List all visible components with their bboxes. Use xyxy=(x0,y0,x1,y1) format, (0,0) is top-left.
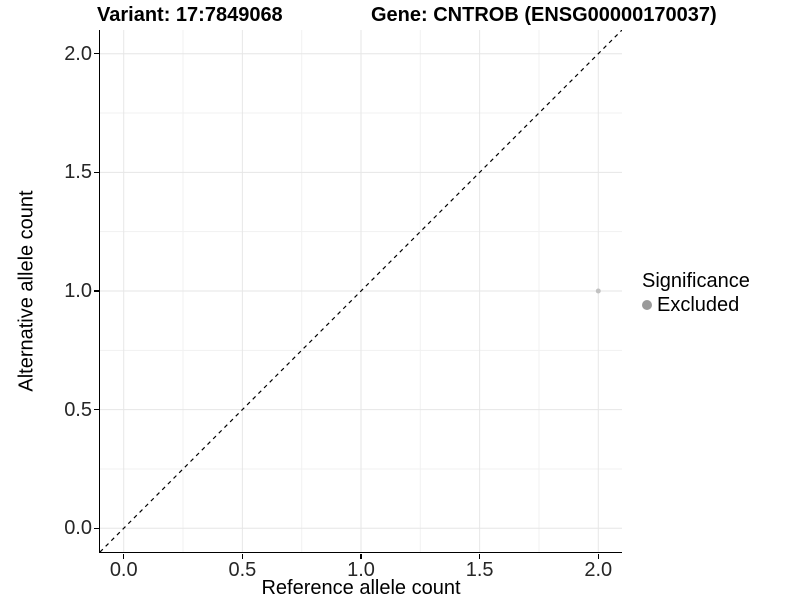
y-tick-mark xyxy=(93,52,99,55)
legend-title: Significance xyxy=(642,270,750,292)
x-tick-label: 0.0 xyxy=(109,559,138,581)
x-tick-label: 1.0 xyxy=(347,559,375,581)
x-tick-mark xyxy=(597,553,600,559)
y-tick-mark xyxy=(93,171,99,174)
data-point xyxy=(595,288,601,294)
y-tick-label: 0.0 xyxy=(64,517,92,540)
plot-title-variant: Variant: 17:7849068 xyxy=(97,4,283,26)
y-tick-label: 0.5 xyxy=(64,398,92,421)
x-tick-mark xyxy=(122,553,125,559)
x-tick-mark xyxy=(478,553,481,559)
legend: Significance Excluded xyxy=(642,269,800,316)
x-tick-label: 1.5 xyxy=(465,559,494,581)
y-tick-mark xyxy=(93,408,99,411)
x-axis-title: Reference allele count xyxy=(261,577,461,599)
x-tick-label: 2.0 xyxy=(584,559,613,581)
x-tick-mark xyxy=(241,553,244,559)
identity-reference-line xyxy=(99,30,622,552)
x-tick-mark xyxy=(360,553,362,559)
y-tick-label: 2.0 xyxy=(64,42,92,65)
legend-key-dot-icon xyxy=(642,300,652,310)
plot-area xyxy=(99,30,622,552)
x-tick-label: 0.5 xyxy=(228,559,257,581)
plot-panel xyxy=(98,30,622,553)
plot-title-gene: Gene: CNTROB (ENSG00000170037) xyxy=(371,4,717,26)
legend-item: Excluded xyxy=(642,294,800,316)
y-tick-mark xyxy=(93,290,99,292)
legend-items: Excluded xyxy=(642,294,800,316)
y-axis-title: Alternative allele count xyxy=(15,190,38,392)
y-tick-label: 1.0 xyxy=(64,280,92,302)
legend-item-label: Excluded xyxy=(657,294,740,316)
y-tick-mark xyxy=(93,527,99,530)
y-tick-label: 1.5 xyxy=(64,161,92,184)
